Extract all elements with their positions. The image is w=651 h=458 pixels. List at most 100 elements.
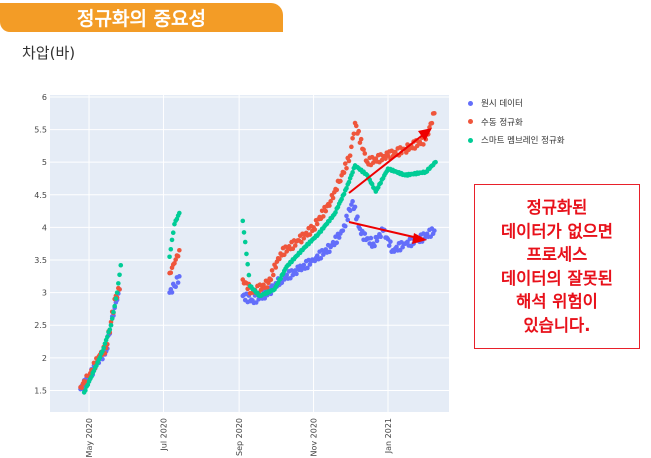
x-tick-label: Nov 2020 [310, 418, 319, 457]
data-point [433, 159, 438, 165]
data-point [357, 140, 363, 145]
data-point [258, 287, 264, 292]
data-point [173, 257, 178, 262]
legend-item-manual[interactable]: 수동 정규화 [468, 113, 565, 132]
data-point [362, 231, 368, 236]
data-point [323, 208, 329, 214]
data-point [270, 272, 276, 278]
data-point [350, 199, 355, 204]
data-point [175, 280, 181, 285]
data-point [356, 128, 362, 134]
data-point [284, 249, 290, 254]
data-point [386, 243, 392, 248]
data-point [388, 239, 393, 244]
trend-arrows [348, 128, 432, 244]
data-point [414, 143, 420, 149]
data-point [312, 227, 318, 232]
data-point [346, 179, 352, 185]
y-tick-label: 2.5 [34, 321, 47, 330]
data-point [347, 153, 353, 158]
data-point [279, 280, 285, 286]
data-point [116, 281, 121, 286]
data-point [432, 228, 437, 233]
slide-title: 정규화의 중요성 [0, 3, 283, 32]
data-point [334, 187, 340, 193]
legend-marker [468, 137, 473, 143]
data-point [371, 160, 376, 165]
data-point [262, 296, 268, 301]
y-tick-label: 5.5 [34, 126, 47, 135]
data-point [107, 327, 113, 332]
data-point [97, 355, 103, 360]
data-point [378, 180, 383, 186]
data-point [318, 256, 324, 261]
data-point [281, 252, 287, 258]
x-tick-label: Jan 2021 [384, 418, 393, 454]
data-point [301, 262, 307, 268]
y-tick-label: 4.5 [34, 191, 47, 200]
data-point [290, 246, 296, 252]
data-point [277, 256, 282, 262]
data-point [175, 253, 181, 259]
data-point [344, 213, 349, 219]
data-point [172, 260, 177, 266]
flat-arrow-line [348, 221, 419, 239]
data-point [111, 309, 116, 315]
data-point [169, 237, 175, 243]
data-point [118, 262, 124, 268]
data-point [177, 247, 182, 253]
data-point [314, 253, 320, 259]
data-point [379, 157, 385, 163]
data-point [344, 185, 349, 191]
data-point [327, 249, 332, 255]
y-tick-label: 3.5 [34, 256, 47, 265]
callout-line: 해석 위험이 [516, 292, 598, 311]
data-point [406, 147, 412, 153]
data-point [429, 120, 435, 126]
data-point [113, 296, 119, 301]
data-point [340, 228, 346, 233]
x-tick-label: Sep 2020 [235, 418, 244, 456]
data-point [330, 195, 336, 201]
data-point [319, 208, 325, 214]
data-point [292, 243, 298, 248]
x-tick-label: Jul 2020 [159, 418, 168, 452]
data-point [378, 234, 383, 239]
legend-label: 수동 정규화 [481, 117, 523, 128]
callout-line: 있습니다. [523, 315, 591, 335]
data-point [307, 232, 313, 237]
data-point [353, 123, 359, 129]
data-point [421, 142, 426, 147]
data-point [328, 199, 333, 204]
data-point [314, 221, 320, 227]
data-point [350, 135, 355, 141]
data-point [341, 170, 347, 176]
legend: 원시 데이터 수동 정규화 스마트 멤브레인 정규화 [468, 94, 565, 150]
data-point [355, 214, 360, 219]
data-point [369, 181, 375, 187]
legend-item-smart[interactable]: 스마트 멤브레인 정규화 [468, 131, 565, 150]
data-point [108, 322, 114, 328]
data-point [288, 275, 293, 281]
data-point [114, 290, 120, 295]
data-point [342, 223, 348, 229]
data-point [372, 243, 377, 249]
data-point [246, 272, 252, 278]
y-tick-label: 6 [42, 93, 47, 102]
data-point [345, 217, 351, 223]
data-point [242, 239, 248, 245]
data-point [177, 274, 182, 279]
data-point [105, 334, 110, 340]
data-point [264, 285, 270, 290]
data-point [101, 345, 106, 351]
data-point [351, 131, 357, 137]
data-point [341, 191, 347, 197]
legend-item-raw[interactable]: 원시 데이터 [468, 94, 565, 113]
data-point [352, 204, 358, 210]
data-point [339, 196, 344, 202]
data-point [168, 270, 174, 275]
data-point [241, 230, 247, 235]
data-point [336, 235, 342, 240]
data-point [240, 218, 246, 224]
